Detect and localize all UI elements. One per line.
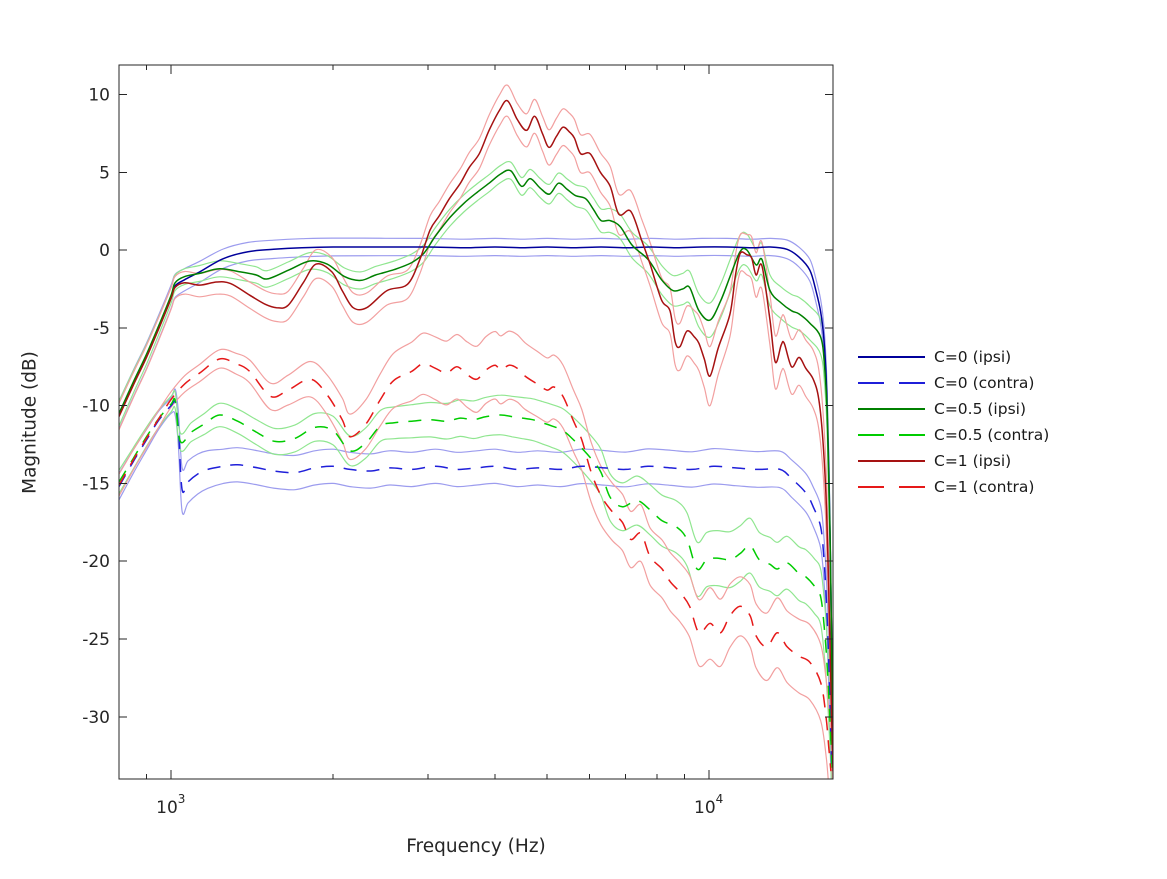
c-1-contra-confidence-upper	[119, 330, 832, 733]
legend-item-c-1-contra: C=1 (contra)	[858, 474, 1049, 500]
legend-solid-line-swatch	[858, 460, 925, 462]
legend-item-c-0-ipsi: C=0 (ipsi)	[858, 344, 1049, 370]
c-0-5-contra-curve	[119, 397, 833, 772]
c-0-ipsi-confidence-upper	[119, 237, 833, 748]
legend-dashed-line-swatch	[858, 434, 925, 436]
legend-solid-line-swatch	[858, 408, 925, 410]
legend-label: C=0 (contra)	[934, 374, 1035, 392]
c-0-contra-confidence-lower	[119, 410, 832, 779]
y-tick-label: 5	[99, 163, 110, 183]
c-0-5-contra-confidence-upper	[119, 389, 833, 744]
legend-label: C=1 (ipsi)	[934, 452, 1012, 470]
c-0-5-ipsi-confidence-upper	[119, 160, 833, 745]
y-tick-label: -30	[82, 708, 110, 728]
legend-item-c-0-5-contra: C=0.5 (contra)	[858, 422, 1049, 448]
c-1-ipsi-curve	[119, 99, 833, 772]
legend-dashed-line-swatch	[858, 382, 925, 384]
c-0-5-ipsi-confidence-lower	[119, 178, 833, 779]
c-0-ipsi-confidence-lower	[119, 254, 833, 779]
legend-item-c-1-ipsi: C=1 (ipsi)	[858, 448, 1049, 474]
x-tick-label: 104	[694, 792, 723, 818]
legend-solid-line-swatch	[858, 356, 925, 358]
c-0-5-contra-confidence-lower	[119, 405, 833, 779]
legend-label: C=1 (contra)	[934, 478, 1035, 496]
y-axis-label: Magnitude (dB)	[19, 351, 41, 494]
legend-label: C=0.5 (contra)	[934, 426, 1050, 444]
c-1-contra-curve	[119, 357, 832, 772]
legend-label: C=0 (ipsi)	[934, 348, 1012, 366]
y-tick-label: -25	[82, 630, 110, 650]
c-1-contra-confidence-lower	[119, 367, 829, 779]
y-tick-label: -15	[82, 474, 110, 494]
c-0-5-ipsi-curve	[119, 169, 833, 764]
legend-label: C=0.5 (ipsi)	[934, 400, 1027, 418]
x-tick-label: 103	[156, 792, 185, 818]
legend-item-c-0-contra: C=0 (contra)	[858, 370, 1049, 396]
legend: C=0 (ipsi) C=0 (contra) C=0.5 (ipsi) C=0.5 …	[858, 344, 1049, 500]
c-0-contra-confidence-upper	[119, 388, 833, 749]
x-axis-label: Frequency (Hz)	[406, 836, 546, 857]
y-tick-label: 0	[99, 241, 110, 261]
y-tick-label: -10	[82, 397, 110, 417]
y-tick-label: 10	[88, 86, 110, 106]
curves-group	[119, 84, 833, 779]
c-0-ipsi-curve	[119, 246, 833, 764]
c-1-ipsi-confidence-lower	[119, 115, 833, 779]
axes-box: -30 -25 -20 -15 -10 -5 0 5 10 103 104	[82, 64, 834, 818]
c-1-ipsi-confidence-upper	[119, 84, 833, 741]
legend-item-c-0-5-ipsi: C=0.5 (ipsi)	[858, 396, 1049, 422]
legend-dashed-line-swatch	[858, 486, 925, 488]
y-tick-label: -5	[93, 319, 110, 339]
c-0-contra-curve	[119, 400, 833, 772]
y-tick-label: -20	[82, 552, 110, 572]
